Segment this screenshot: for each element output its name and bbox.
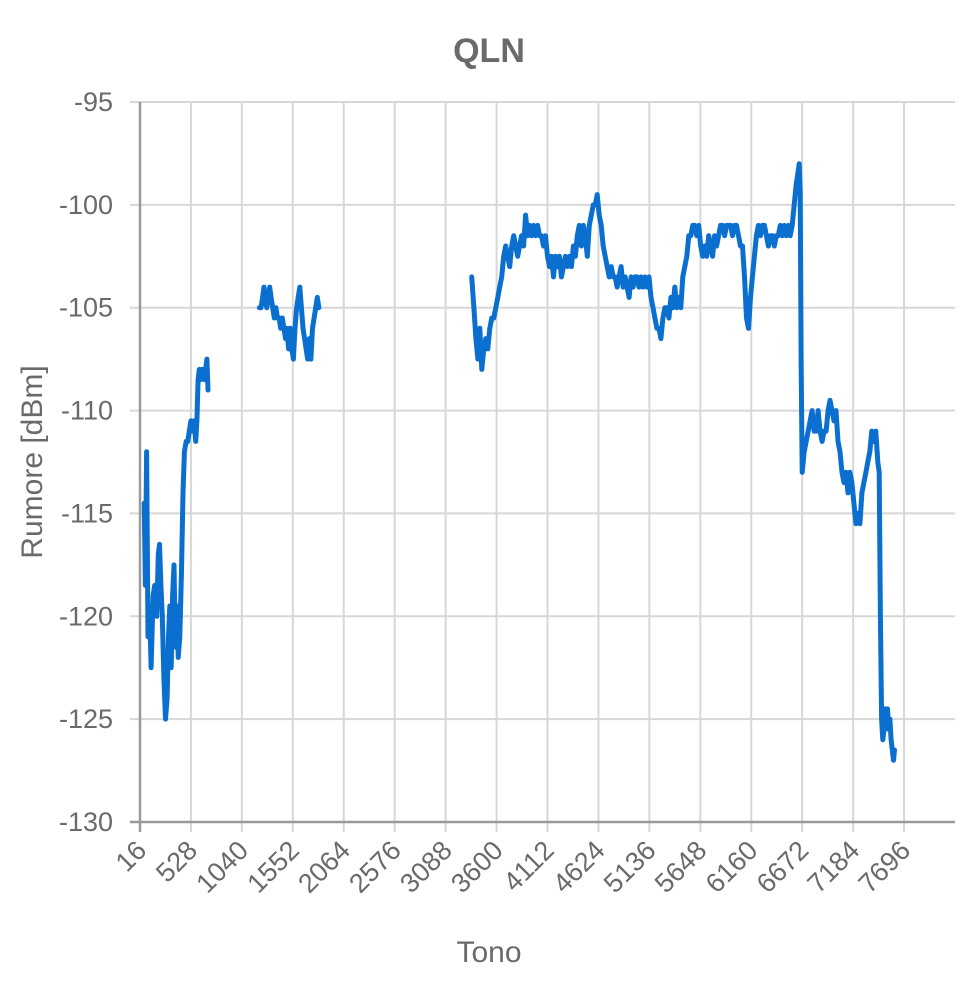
y-tick-label: -130 <box>59 807 113 837</box>
y-axis-title: Rumore [dBm] <box>16 365 49 558</box>
x-tick-label: 1552 <box>241 835 305 899</box>
y-tick-label: -120 <box>59 601 113 631</box>
y-tick-label: -115 <box>61 498 113 528</box>
y-tick-label: -110 <box>61 396 113 426</box>
x-tick-label: 3088 <box>394 835 458 899</box>
x-tick-label: 1040 <box>190 835 254 899</box>
x-tick-label: 3600 <box>445 835 509 899</box>
y-tick-label: -105 <box>59 293 113 323</box>
y-tick-labels: -95 -100 -105 -110 -115 -120 -125 -130 <box>59 87 113 837</box>
gridlines <box>130 101 955 832</box>
axes <box>130 102 955 832</box>
x-tick-label: 4624 <box>547 835 611 899</box>
x-tick-label: 2576 <box>343 835 407 899</box>
y-tick-label: -125 <box>59 704 113 734</box>
chart-title: QLN <box>453 32 525 70</box>
y-tick-label: -95 <box>74 87 113 117</box>
x-tick-label: 5136 <box>598 835 662 899</box>
x-tick-label: 7184 <box>802 835 866 899</box>
x-axis-title: Tono <box>456 936 521 969</box>
series-layer <box>141 161 897 763</box>
series-line-segment <box>256 284 322 362</box>
x-tick-label: 7696 <box>853 835 917 899</box>
x-tick-labels: 1652810401552206425763088360041124624513… <box>110 835 917 899</box>
y-tick-label: -100 <box>59 190 113 220</box>
series-line-segment <box>141 356 211 722</box>
x-tick-label: 6160 <box>700 835 764 899</box>
x-tick-label: 5648 <box>649 835 713 899</box>
x-tick-label: 2064 <box>292 835 356 899</box>
x-tick-label: 16 <box>110 835 152 877</box>
x-tick-label: 4112 <box>497 835 559 897</box>
x-tick-label: 6672 <box>751 835 815 899</box>
series-line-segment <box>469 161 897 763</box>
